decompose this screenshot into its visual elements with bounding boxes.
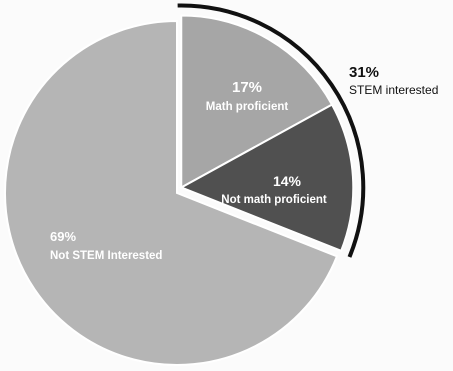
slice-name-label-not-stem-interested: Not STEM Interested (50, 250, 162, 262)
slice-percent-label-math-proficient: 17% (232, 79, 262, 96)
pie-slice-not-stem-interested (4, 19, 339, 366)
pie-slice-math-proficient (180, 14, 334, 190)
slice-name-label-math-proficient: Math proficient (206, 101, 289, 113)
slice-name-label-not-math-proficient: Not math proficient (221, 194, 327, 206)
stem-interested-name-label: STEM interested (349, 83, 438, 97)
pie-slice-not-math-proficient (178, 103, 355, 253)
slice-percent-label-not-math-proficient: 14% (273, 173, 302, 189)
slice-percent-label-not-stem-interested: 69% (50, 229, 76, 244)
stem-interested-bracket (177, 3, 366, 258)
stem-interested-percent-label: 31% (349, 64, 379, 81)
